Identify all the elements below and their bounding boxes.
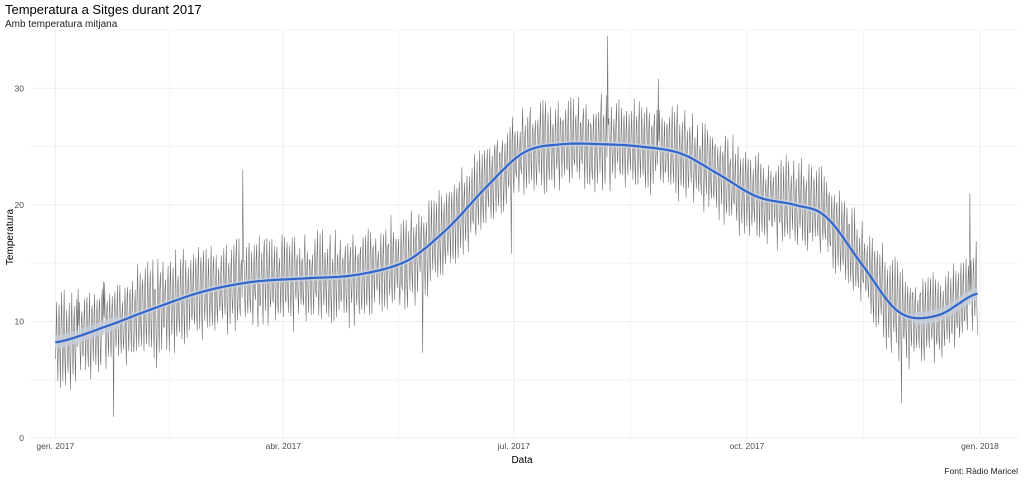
y-tick-label: 10 (15, 316, 25, 326)
x-tick-label: oct. 2017 (729, 441, 764, 451)
chart-subtitle: Amb temperatura mitjana (5, 19, 118, 30)
chart-title: Temperatura a Sitges durant 2017 (5, 2, 202, 17)
y-axis: 0 10 20 30 (15, 83, 25, 443)
x-axis: gen. 2017 abr. 2017 jul. 2017 oct. 2017 gen.… (36, 441, 999, 451)
y-tick-label: 0 (19, 433, 24, 443)
x-axis-title: Data (511, 455, 533, 466)
raw-temperature-line (55, 35, 978, 418)
y-tick-label: 20 (15, 200, 25, 210)
x-tick-label: abr. 2017 (266, 441, 302, 451)
x-tick-label: jul. 2017 (497, 441, 530, 451)
smooth-trend-line (55, 142, 978, 344)
x-tick-label: gen. 2017 (36, 441, 74, 451)
x-tick-label: gen. 2018 (961, 441, 999, 451)
raw-series (55, 35, 978, 418)
grid-lines (30, 29, 1018, 439)
source-caption: Font: Ràdio Maricel (944, 466, 1018, 476)
y-tick-label: 30 (15, 83, 25, 93)
y-axis-title: Temperatura (5, 208, 16, 265)
smooth-series (55, 140, 978, 349)
